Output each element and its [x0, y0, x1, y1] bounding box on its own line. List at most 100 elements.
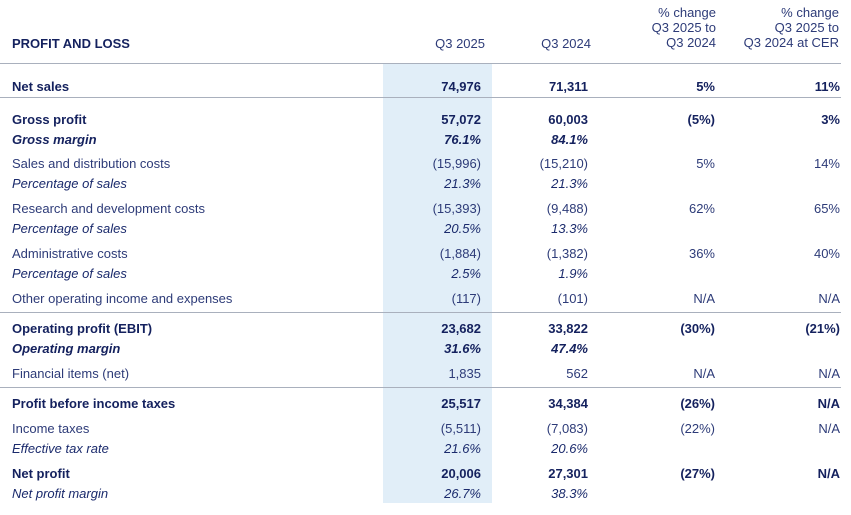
cell-q3-2024: 84.1% — [551, 132, 588, 147]
column-header-pct-change-line: Q3 2025 to — [651, 20, 716, 35]
cell-pct-change: 62% — [688, 201, 715, 216]
row-label: Net profit margin — [12, 486, 109, 501]
cell-q3-2024: 34,384 — [548, 396, 588, 411]
row-label: Gross profit — [12, 112, 87, 127]
column-header-q3-2025: Q3 2025 — [435, 36, 485, 51]
cell-pct-change-cer: 11% — [814, 79, 840, 94]
cell-pct-change: (22%) — [680, 421, 715, 436]
cell-q3-2024: 13.3% — [551, 221, 588, 236]
cell-q3-2025: (15,996) — [432, 156, 481, 171]
table-row: Financial items (net) 1,835 562 N/A N/A — [0, 365, 851, 383]
table-row: Net sales 74,976 71,311 5% 11% — [0, 78, 851, 96]
cell-q3-2024: 562 — [566, 366, 588, 381]
cell-pct-change: 5% — [696, 156, 715, 171]
table-header: PROFIT AND LOSS Q3 2025 Q3 2024 % change… — [0, 0, 851, 63]
table-row: Net profit margin 26.7% 38.3% — [0, 485, 851, 503]
table-row: Research and development costs (15,393) (9… — [0, 200, 851, 218]
cell-q3-2024: 38.3% — [551, 486, 588, 501]
row-label: Gross margin — [12, 132, 97, 147]
cell-q3-2025: 57,072 — [441, 112, 481, 127]
cell-q3-2024: (101) — [557, 291, 588, 306]
row-label: Financial items (net) — [12, 366, 130, 381]
table-title: PROFIT AND LOSS — [12, 36, 130, 51]
cell-pct-change: 5% — [696, 79, 715, 94]
cell-q3-2025: 21.3% — [444, 176, 481, 191]
column-header-pct-change-line: % change — [658, 5, 716, 20]
net-sales-divider — [0, 97, 841, 98]
cell-pct-change: N/A — [693, 366, 715, 381]
table-row: Percentage of sales 20.5% 13.3% — [0, 220, 851, 238]
row-label: Profit before income taxes — [12, 396, 176, 411]
pbt-divider — [0, 387, 841, 388]
row-label: Other operating income and expenses — [12, 291, 233, 306]
cell-pct-change: (5%) — [687, 112, 715, 127]
row-label: Net profit — [12, 466, 70, 481]
cell-q3-2025: 31.6% — [444, 341, 481, 356]
row-label: Percentage of sales — [12, 176, 127, 191]
cell-q3-2024: 71,311 — [548, 79, 588, 94]
cell-pct-change: N/A — [693, 291, 715, 306]
row-label: Effective tax rate — [12, 441, 109, 456]
cell-q3-2025: 20.5% — [444, 221, 481, 236]
cell-q3-2024: (1,382) — [546, 246, 588, 261]
column-header-pct-change: % change Q3 2025 to Q3 2024 — [596, 5, 716, 50]
cell-q3-2025: (5,511) — [440, 421, 481, 436]
table-row: Sales and distribution costs (15,996) (15,… — [0, 155, 851, 173]
column-header-pct-change-cer-line: Q3 2024 at CER — [743, 35, 839, 50]
table-row: Net profit 20,006 27,301 (27%) N/A — [0, 465, 851, 483]
row-label: Operating profit (EBIT) — [12, 321, 153, 336]
cell-q3-2025: 2.5% — [451, 266, 481, 281]
cell-q3-2024: (7,083) — [546, 421, 588, 436]
cell-q3-2025: (1,884) — [439, 246, 481, 261]
cell-q3-2025: 25,517 — [441, 396, 481, 411]
table-row: Effective tax rate 21.6% 20.6% — [0, 440, 851, 458]
cell-pct-change-cer: N/A — [817, 396, 840, 411]
column-header-pct-change-line: Q3 2024 — [666, 35, 716, 50]
table-row: Operating margin 31.6% 47.4% — [0, 340, 851, 358]
table-row: Profit before income taxes 25,517 34,384 (2… — [0, 395, 851, 413]
row-label: Sales and distribution costs — [12, 156, 171, 171]
table-row: Percentage of sales 21.3% 21.3% — [0, 175, 851, 193]
row-label: Research and development costs — [12, 201, 205, 216]
table-row: Percentage of sales 2.5% 1.9% — [0, 265, 851, 283]
cell-q3-2024: 47.4% — [551, 341, 588, 356]
ebit-divider — [0, 312, 841, 313]
cell-q3-2024: 60,003 — [548, 112, 588, 127]
cell-q3-2024: 33,822 — [548, 321, 588, 336]
cell-q3-2024: 1.9% — [558, 266, 588, 281]
table-row: Gross profit 57,072 60,003 (5%) 3% — [0, 111, 851, 129]
table-row: Gross margin 76.1% 84.1% — [0, 131, 851, 149]
cell-q3-2025: 1,835 — [448, 366, 481, 381]
cell-q3-2024: (15,210) — [539, 156, 588, 171]
cell-pct-change-cer: N/A — [818, 291, 840, 306]
cell-q3-2025: 76.1% — [444, 132, 481, 147]
row-label: Percentage of sales — [12, 221, 127, 236]
row-label: Net sales — [12, 79, 70, 94]
cell-q3-2025: (15,393) — [432, 201, 481, 216]
current-quarter-highlight — [383, 64, 492, 503]
cell-pct-change-cer: 14% — [813, 156, 840, 171]
cell-q3-2025: 20,006 — [441, 466, 481, 481]
cell-pct-change: (30%) — [680, 321, 715, 336]
cell-pct-change: (26%) — [680, 396, 715, 411]
cell-pct-change-cer: N/A — [818, 421, 840, 436]
row-label: Operating margin — [12, 341, 121, 356]
table-row: Income taxes (5,511) (7,083) (22%) N/A — [0, 420, 851, 438]
cell-pct-change-cer: (21%) — [805, 321, 840, 336]
header-divider — [0, 63, 841, 64]
cell-pct-change: 36% — [688, 246, 715, 261]
table-row: Other operating income and expenses (117)… — [0, 290, 851, 308]
cell-q3-2025: (117) — [451, 291, 481, 306]
row-label: Income taxes — [12, 421, 90, 436]
cell-q3-2025: 21.6% — [444, 441, 481, 456]
column-header-pct-change-cer-line: Q3 2025 to — [774, 20, 839, 35]
row-label: Administrative costs — [12, 246, 128, 261]
cell-q3-2024: (9,488) — [546, 201, 588, 216]
cell-pct-change-cer: 3% — [821, 112, 840, 127]
column-header-q3-2024: Q3 2024 — [541, 36, 591, 51]
cell-pct-change-cer: 40% — [813, 246, 840, 261]
cell-pct-change-cer: N/A — [817, 466, 840, 481]
cell-q3-2024: 21.3% — [551, 176, 588, 191]
cell-pct-change-cer: N/A — [818, 366, 840, 381]
table-row: Operating profit (EBIT) 23,682 33,822 (30%)… — [0, 320, 851, 338]
